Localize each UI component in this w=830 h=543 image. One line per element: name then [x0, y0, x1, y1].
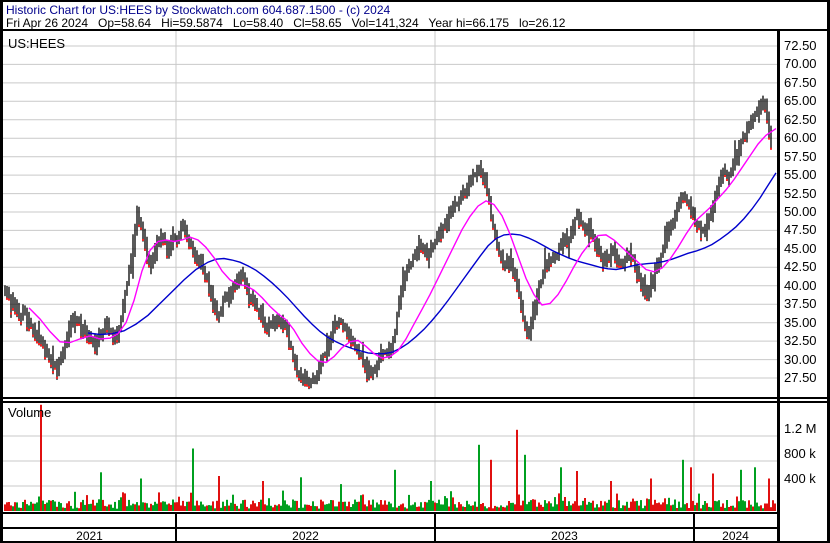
- gridlines: [3, 31, 777, 511]
- ma-fast-line: [28, 128, 777, 364]
- price-axis-label: 57.50: [784, 149, 817, 164]
- border-right: [827, 0, 830, 543]
- price-volume-divider-lower: [0, 401, 830, 403]
- border-left: [0, 0, 3, 543]
- axis-separator: [777, 31, 780, 543]
- price-axis-label: 67.50: [784, 75, 817, 90]
- border-top: [0, 0, 830, 2]
- price-axis-label: 52.50: [784, 186, 817, 201]
- symbol-label: US:HEES: [8, 36, 66, 51]
- timeline-year-2022: 2022: [292, 529, 319, 543]
- price-axis-label: 65.00: [784, 93, 817, 108]
- down-close-ticks: [6, 109, 772, 389]
- price-axis-label: 70.00: [784, 56, 817, 71]
- price-axis-label: 45.00: [784, 241, 817, 256]
- price-axis-label: 30.00: [784, 352, 817, 367]
- header-divider: [0, 29, 830, 31]
- price-axis-label: 42.50: [784, 259, 817, 274]
- volume-axis-label: 400 k: [784, 471, 816, 486]
- year-boundary-2022: [175, 514, 177, 541]
- price-axis-label: 32.50: [784, 333, 817, 348]
- ma-slow-line: [87, 172, 777, 355]
- price-axis-label: 50.00: [784, 204, 817, 219]
- chart-title: Historic Chart for US:HEES by Stockwatch…: [6, 3, 391, 17]
- border-bottom: [0, 541, 830, 543]
- timeline-year-2021: 2021: [76, 529, 103, 543]
- price-axis-label: 47.50: [784, 222, 817, 237]
- volume-panel-label: Volume: [8, 405, 52, 420]
- price-axis-label: 27.50: [784, 370, 817, 385]
- price-axis-label: 62.50: [784, 112, 817, 127]
- volume-bars: [4, 404, 776, 511]
- price-volume-divider-upper: [0, 397, 830, 399]
- volume-axis-label: 1.2 M: [784, 421, 817, 436]
- quote-summary-line: Fri Apr 26 2024 Op=58.64 Hi=59.5874 Lo=5…: [6, 16, 566, 30]
- volume-bottom-line: [0, 512, 780, 514]
- price-axis-label: 37.50: [784, 296, 817, 311]
- timeline-year-2023: 2023: [551, 529, 578, 543]
- price-axis-label: 55.00: [784, 167, 817, 182]
- volume-axis-label: 800 k: [784, 446, 816, 461]
- price-axis-label: 40.00: [784, 278, 817, 293]
- year-boundary-2023: [434, 514, 436, 541]
- timeline-year-2024: 2024: [722, 529, 749, 543]
- price-axis-label: 72.50: [784, 38, 817, 53]
- price-bars: [4, 95, 772, 390]
- price-axis-label: 35.00: [784, 315, 817, 330]
- timeline-divider: [0, 527, 780, 529]
- year-boundary-2024: [693, 514, 695, 541]
- price-axis-label: 60.00: [784, 130, 817, 145]
